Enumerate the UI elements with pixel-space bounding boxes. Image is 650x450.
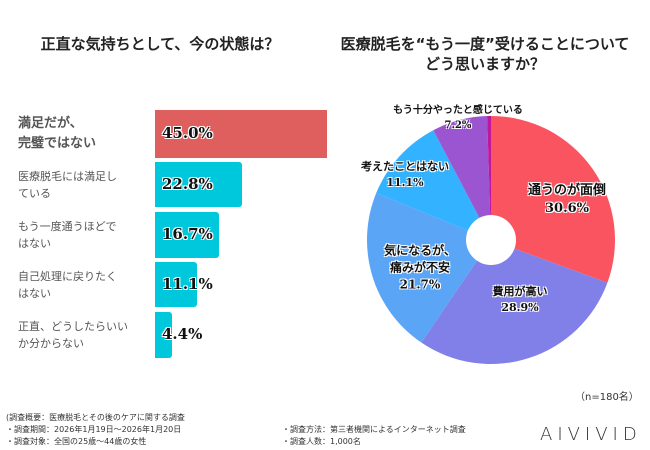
bar-category-label: 医療脱毛には満足し ている bbox=[18, 169, 117, 200]
bar bbox=[155, 262, 198, 307]
bar-category-label: 自己処理に戻りたく はない bbox=[18, 269, 117, 300]
pie-slice bbox=[433, 116, 491, 240]
pie-slice bbox=[376, 130, 491, 240]
donut-hole bbox=[466, 215, 516, 265]
bar-chart-title: 正直な気持ちとして、今の状態は？ bbox=[40, 35, 280, 53]
bar-value-label: 4.4% bbox=[162, 325, 203, 343]
bar-category-label: 正直、どうしたらいい か分からない bbox=[18, 320, 128, 350]
bar-category-label: もう一度通うほどで はない bbox=[18, 220, 117, 250]
sample-size-note: （n=180名） bbox=[575, 392, 639, 403]
pie-slice-label: 考えたことはない 11.1% bbox=[361, 160, 449, 189]
bar-value-label: 16.7% bbox=[162, 225, 213, 243]
bar-value-label: 11.1% bbox=[162, 274, 213, 293]
pie-slice-label: 費用が高い 28.9% bbox=[492, 285, 548, 314]
pie-chart-title: 医療脱毛を“もう一度”受けることについて どう思いますか？ bbox=[340, 35, 630, 73]
footer-period: ・調査期間：2026年1月19日～2026年1月20日 bbox=[6, 425, 182, 434]
footer-method: ・調査方法：第三者機関によるインターネット調査 bbox=[282, 425, 466, 434]
bar-value-label: 45.0% bbox=[162, 124, 213, 142]
pie-slice bbox=[491, 116, 616, 283]
aivivid-logo: AIVIVID bbox=[540, 424, 642, 445]
bar-value-label: 22.8% bbox=[162, 174, 213, 193]
pie-slice-label: 通うのが面倒 30.6% bbox=[527, 183, 607, 216]
footer-count: ・調査人数：1,000名 bbox=[282, 437, 361, 446]
pie-slice bbox=[421, 240, 608, 364]
pie-slice-label: もう十分やったと感じている 7.2% bbox=[393, 105, 523, 131]
footer-overview: (調査概要：医療脱毛とその後のケアに関する調査 bbox=[6, 413, 185, 422]
pie-slice bbox=[487, 116, 491, 240]
bar bbox=[155, 110, 327, 158]
bar bbox=[155, 212, 219, 258]
pie-slice bbox=[367, 192, 491, 343]
bar bbox=[155, 312, 172, 358]
bar bbox=[155, 162, 243, 207]
pie-slice-label: 気になるが、 痛みが不安 21.7% bbox=[384, 243, 456, 292]
footer-target: ・調査対象：全国の25歳～44歳の女性 bbox=[6, 437, 147, 446]
bar-category-label: 満足だが、 完璧ではない bbox=[18, 116, 97, 151]
